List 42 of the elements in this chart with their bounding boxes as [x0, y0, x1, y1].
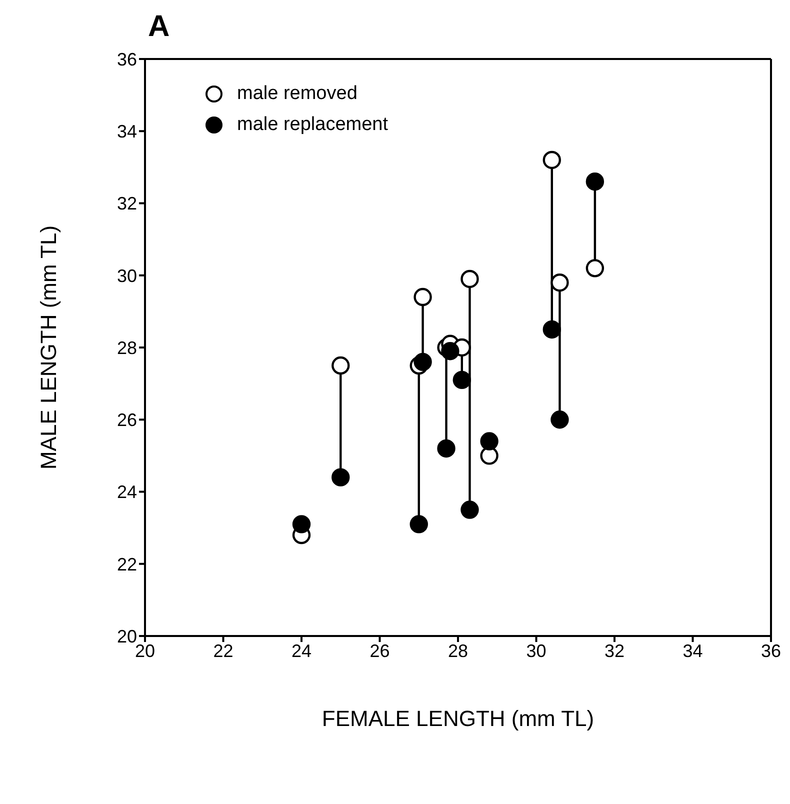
- legend-label: male replacement: [237, 114, 388, 136]
- x-tick-label: 30: [526, 640, 546, 661]
- y-tick-label: 30: [116, 266, 137, 286]
- point: [460, 500, 479, 519]
- x-tick-label: 34: [682, 640, 703, 661]
- y-tick-label: 20: [116, 626, 137, 646]
- y-tick-label: 34: [116, 122, 137, 142]
- point: [292, 515, 311, 534]
- point: [586, 259, 604, 278]
- point: [550, 410, 569, 429]
- x-tick-label: 32: [604, 640, 625, 661]
- y-tick-label: 32: [116, 194, 137, 214]
- y-tick-label: 24: [116, 482, 137, 502]
- x-tick-label: 26: [370, 640, 390, 661]
- x-tick-label: 24: [291, 640, 312, 661]
- y-axis-title: MALE LENGTH (mm TL): [36, 225, 61, 470]
- point: [332, 468, 350, 486]
- y-tick-label: 26: [116, 410, 137, 430]
- x-axis-title: FEMALE LENGTH (mm TL): [322, 706, 594, 731]
- x-tick-label: 20: [134, 640, 156, 661]
- point: [414, 288, 432, 306]
- point: [542, 320, 561, 339]
- point: [332, 356, 350, 375]
- point: [550, 273, 569, 292]
- x-tick-label: 36: [760, 640, 782, 661]
- point: [460, 270, 479, 288]
- point: [452, 370, 472, 390]
- chart-title: A: [148, 10, 170, 44]
- point: [480, 432, 498, 450]
- point: [542, 150, 561, 170]
- legend-label: male removed: [237, 82, 358, 104]
- point: [441, 342, 460, 360]
- point: [410, 515, 428, 534]
- y-tick-label: 36: [116, 49, 137, 70]
- point: [480, 446, 498, 465]
- point: [414, 352, 432, 372]
- point: [586, 172, 604, 191]
- y-tick-label: 22: [116, 554, 137, 574]
- y-tick-label: 28: [116, 338, 137, 358]
- point: [437, 439, 456, 458]
- x-tick-label: 22: [213, 640, 234, 661]
- x-tick-label: 28: [448, 640, 468, 661]
